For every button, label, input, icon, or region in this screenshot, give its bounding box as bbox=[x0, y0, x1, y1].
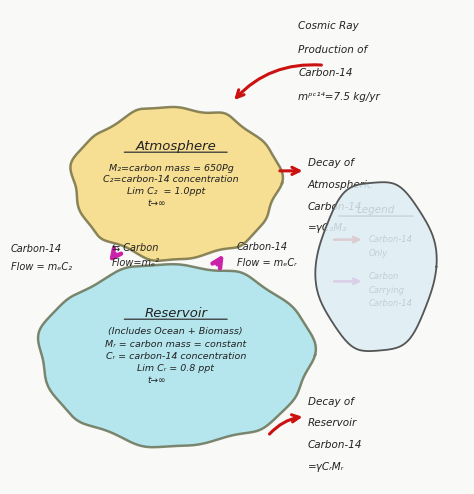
Polygon shape bbox=[71, 107, 283, 261]
Text: Flow = mₑCᵣ: Flow = mₑCᵣ bbox=[237, 258, 297, 268]
Text: Decay of: Decay of bbox=[308, 159, 354, 168]
Polygon shape bbox=[38, 264, 316, 447]
Text: t→∞: t→∞ bbox=[147, 376, 166, 385]
Text: Decay of: Decay of bbox=[308, 397, 354, 407]
Text: Carbon-14: Carbon-14 bbox=[11, 245, 62, 254]
Text: Only: Only bbox=[369, 249, 388, 258]
Text: ⇆ Carbon: ⇆ Carbon bbox=[112, 242, 159, 252]
Text: t→∞: t→∞ bbox=[147, 199, 166, 208]
Text: Flow=mₑ²: Flow=mₑ² bbox=[112, 258, 160, 268]
Text: M₂=carbon mass = 650Pg: M₂=carbon mass = 650Pg bbox=[109, 164, 233, 173]
Text: Reservoir: Reservoir bbox=[144, 307, 207, 320]
Text: Production of: Production of bbox=[298, 44, 367, 54]
Text: (Includes Ocean + Biomass): (Includes Ocean + Biomass) bbox=[109, 328, 243, 336]
Text: Lim Cᵣ = 0.8 ppt: Lim Cᵣ = 0.8 ppt bbox=[137, 364, 214, 373]
Text: C₂=carbon-14 concentration: C₂=carbon-14 concentration bbox=[103, 175, 239, 184]
Text: Lim C₂  = 1.0ppt: Lim C₂ = 1.0ppt bbox=[127, 187, 205, 196]
Text: Carbon-14: Carbon-14 bbox=[237, 242, 288, 252]
Text: Carbon: Carbon bbox=[369, 272, 399, 281]
Text: Atmospheric: Atmospheric bbox=[308, 180, 374, 190]
Text: Carbon-14: Carbon-14 bbox=[298, 68, 353, 78]
Text: Mᵣ = carbon mass = constant: Mᵣ = carbon mass = constant bbox=[105, 340, 246, 349]
Text: Reservoir: Reservoir bbox=[308, 418, 357, 428]
Text: mᵖᶜ¹⁴=7.5 kg/yr: mᵖᶜ¹⁴=7.5 kg/yr bbox=[298, 92, 380, 102]
Text: Carbon-14: Carbon-14 bbox=[308, 202, 362, 212]
Polygon shape bbox=[315, 182, 437, 351]
Text: =γCᵣMᵣ: =γCᵣMᵣ bbox=[308, 461, 344, 472]
Text: Carbon-14: Carbon-14 bbox=[369, 235, 413, 244]
Text: Flow = mₑC₂: Flow = mₑC₂ bbox=[11, 262, 72, 272]
Text: Carbon-14: Carbon-14 bbox=[308, 440, 362, 450]
Text: =γC₂M₂: =γC₂M₂ bbox=[308, 223, 347, 233]
Text: Carrying: Carrying bbox=[369, 286, 405, 295]
Text: Cosmic Ray: Cosmic Ray bbox=[298, 21, 359, 31]
Text: Atmosphere: Atmosphere bbox=[136, 140, 216, 153]
Text: Carbon-14: Carbon-14 bbox=[369, 299, 413, 308]
Text: Legend: Legend bbox=[357, 205, 395, 215]
Text: Cᵣ = carbon-14 concentration: Cᵣ = carbon-14 concentration bbox=[106, 352, 246, 361]
